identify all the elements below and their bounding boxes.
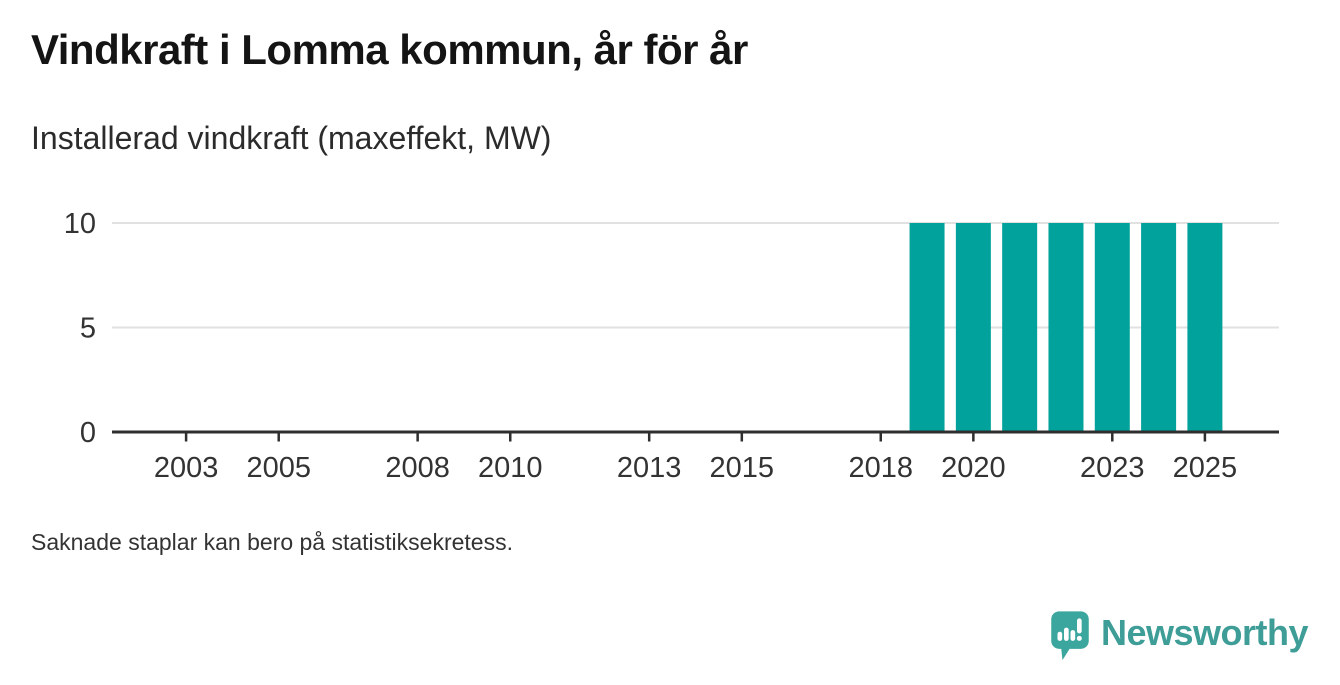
chart-title: Vindkraft i Lomma kommun, år för år [31,26,748,73]
bar [1141,223,1177,432]
bar [955,223,991,432]
x-tick-label: 2020 [941,452,1006,484]
x-tick-label: 2023 [1080,452,1145,484]
x-tick-label: 2003 [154,452,219,484]
speech-bubble-bar-chart-icon [1051,611,1089,661]
y-tick-label: 10 [64,208,96,240]
bar [1187,223,1223,432]
x-tick-label: 2018 [848,452,913,484]
y-tick-label: 0 [80,417,96,449]
x-tick-label: 2025 [1173,452,1238,484]
footer-note: Saknade staplar kan bero på statistiksek… [31,529,513,555]
bar [1094,223,1130,432]
x-tick-label: 2015 [710,452,775,484]
x-tick-label: 2013 [617,452,682,484]
chart-subtitle: Installerad vindkraft (maxeffekt, MW) [31,120,552,156]
x-tick-label: 2008 [385,452,450,484]
newsworthy-wordmark: Newsworthy [1100,611,1309,653]
bar [1002,223,1038,432]
bar [909,223,945,432]
bar [1048,223,1084,432]
y-tick-label: 5 [80,313,96,345]
bar-chart: 2003 2005 2008 2010 2013 2015 2018 2020 2023 2025… [64,208,1279,484]
x-tick-label: 2005 [246,452,311,484]
newsworthy-logo: Newsworthy [1050,610,1309,661]
x-tick-label: 2010 [478,452,543,484]
